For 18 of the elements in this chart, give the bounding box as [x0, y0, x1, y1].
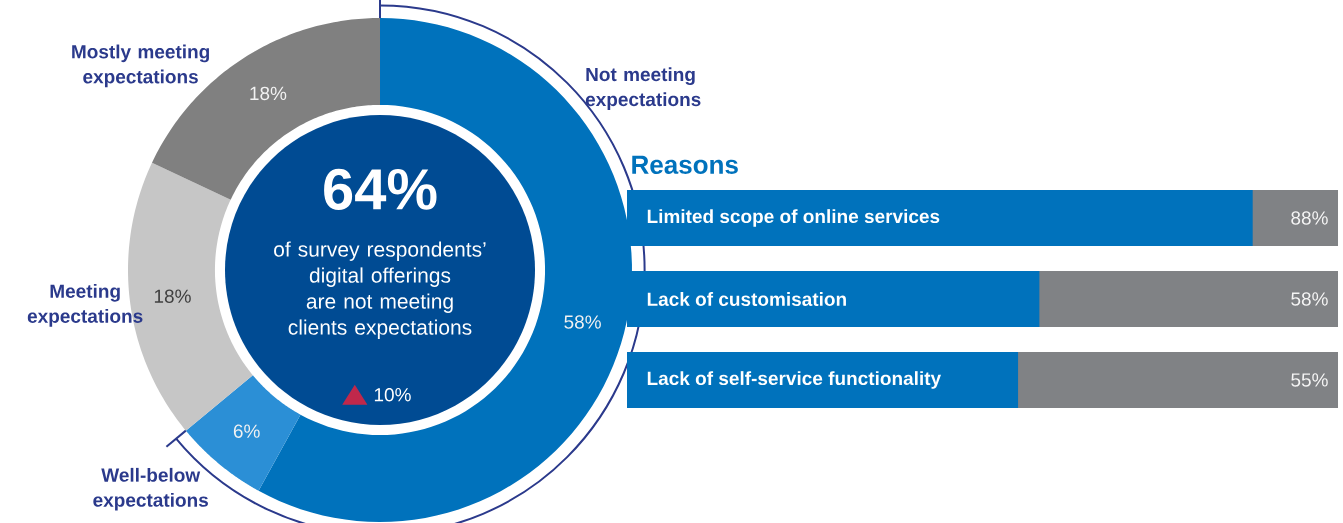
text: of survey respondents’ digital offerings are not meeting clients expectations — [274, 241, 486, 339]
data-label: 88% — [1291, 211, 1328, 225]
text: 10% — [374, 388, 411, 402]
chart-title: Reasons — [632, 155, 738, 174]
data-label: 6% — [233, 424, 260, 438]
slice-label: Meeting expectations — [27, 283, 143, 327]
slice-label: Mostly meeting expectations — [72, 44, 209, 88]
data-label: 55% — [1291, 373, 1328, 387]
y-tick-label: Lack of customisation — [647, 292, 846, 306]
slice-label: Well-below expectations — [93, 467, 208, 511]
data-label: 58% — [564, 315, 601, 329]
data-label: 18% — [250, 86, 287, 101]
slice-label: Not meeting expectations — [585, 67, 701, 110]
text: 64% — [324, 168, 437, 210]
y-tick-label: Limited scope of online services — [647, 209, 940, 227]
data-label: 58% — [1291, 292, 1328, 306]
y-tick-label: Lack of self-service functionality — [647, 371, 942, 389]
data-label: 18% — [154, 289, 191, 303]
